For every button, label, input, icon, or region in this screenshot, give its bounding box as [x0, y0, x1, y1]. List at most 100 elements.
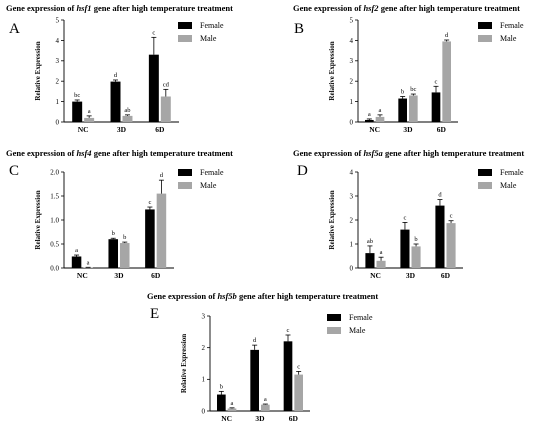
y-tick-label: 4 [350, 168, 354, 176]
bar-male [409, 95, 418, 122]
y-tick-label: 1 [350, 240, 354, 248]
x-category-label: 3D [406, 271, 416, 280]
x-category-label: 6D [151, 271, 161, 280]
significance-letter: bc [410, 86, 416, 93]
y-tick-label: 2.0 [50, 168, 59, 176]
x-category-label: 6D [437, 125, 447, 134]
significance-letter: b [414, 236, 417, 243]
bar-female [431, 92, 441, 122]
panel-title: Gene expression of hsf5a gene after high… [293, 148, 524, 158]
legend-label-male: Male [200, 34, 217, 43]
legend-swatch-male [478, 182, 492, 189]
panel-letter: E [150, 306, 159, 322]
bar-male [156, 193, 167, 268]
y-axis-label: Relative Expression [180, 334, 188, 393]
bar-male [120, 243, 130, 268]
bar-male [446, 223, 456, 268]
bar-female [72, 101, 83, 122]
panel-title: Gene expression of hsf2 gene after high … [293, 3, 520, 13]
y-tick-label: 0 [350, 264, 354, 272]
bar-male [376, 260, 386, 268]
significance-letter: c [297, 363, 300, 370]
y-tick-label: 2 [202, 344, 206, 352]
legend-label-male: Male [200, 181, 217, 190]
panel-d: Gene expression of hsf5a gene after high… [293, 148, 524, 280]
bar-male [160, 96, 171, 122]
significance-letter: c [404, 214, 407, 221]
panel-a: Gene expression of hsf1 gene after high … [6, 3, 233, 134]
x-category-label: 6D [289, 414, 299, 423]
significance-letter: c [148, 199, 151, 206]
y-tick-label: 0.5 [50, 240, 59, 248]
y-tick-label: 4 [56, 37, 60, 45]
bar-female [365, 253, 375, 268]
legend-label-male: Male [500, 181, 517, 190]
y-axis-label: Relative Expression [328, 41, 336, 100]
x-category-label: NC [77, 271, 88, 280]
y-tick-label: 1 [350, 98, 354, 106]
significance-letter: a [379, 107, 382, 114]
bar-male [227, 408, 237, 411]
legend-swatch-female [478, 22, 492, 29]
x-category-label: NC [78, 125, 89, 134]
legend-swatch-female [178, 169, 192, 176]
y-tick-label: 3 [350, 192, 354, 200]
x-category-label: 6D [155, 125, 165, 134]
panel-title: Gene expression of hsf5b gene after high… [147, 291, 378, 301]
bar-male [261, 404, 270, 411]
panel-c: Gene expression of hsf4 gene after high … [6, 148, 233, 280]
legend-label-female: Female [349, 313, 373, 322]
legend-label-female: Female [500, 21, 524, 30]
y-tick-label: 0.0 [50, 264, 59, 272]
significance-letter: a [368, 111, 371, 118]
legend-label-male: Male [500, 34, 517, 43]
bar-female [400, 229, 410, 268]
bar-female [217, 394, 226, 411]
significance-letter: d [438, 192, 442, 199]
legend-swatch-male [178, 35, 192, 42]
panel-letter: A [9, 21, 20, 37]
bar-female [108, 239, 118, 268]
y-tick-label: 1.5 [50, 192, 59, 200]
y-tick-label: 4 [350, 37, 354, 45]
legend-swatch-male [478, 35, 492, 42]
y-axis-label: Relative Expression [34, 41, 42, 100]
y-tick-label: 0 [202, 407, 206, 415]
panel-letter: C [9, 163, 19, 179]
bar-female [283, 341, 293, 411]
significance-letter: a [380, 249, 383, 256]
y-tick-label: 3 [56, 57, 60, 65]
bar-female [71, 256, 82, 268]
legend-swatch-female [478, 169, 492, 176]
significance-letter: ab [124, 107, 130, 114]
significance-letter: cd [163, 81, 170, 88]
panel-e: Gene expression of hsf5b gene after high… [147, 291, 378, 423]
significance-letter: a [88, 108, 91, 115]
x-category-label: 3D [114, 271, 124, 280]
significance-letter: b [123, 234, 126, 241]
x-category-label: 3D [403, 125, 413, 134]
legend-swatch-female [327, 314, 341, 321]
bar-female [110, 81, 121, 122]
y-tick-label: 0 [56, 118, 60, 126]
bar-female [250, 349, 259, 411]
significance-letter: d [160, 172, 164, 179]
y-tick-label: 3 [202, 312, 206, 320]
bar-female [145, 209, 155, 268]
y-axis-label: Relative Expression [34, 190, 42, 249]
significance-letter: bc [74, 92, 80, 99]
y-axis-label: Relative Expression [328, 190, 336, 249]
legend-swatch-male [327, 327, 341, 334]
y-tick-label: 1 [202, 376, 206, 384]
y-tick-label: 1.0 [50, 216, 59, 224]
significance-letter: b [401, 89, 404, 96]
panel-b: Gene expression of hsf2 gene after high … [293, 3, 524, 134]
y-tick-label: 5 [56, 16, 60, 24]
significance-letter: b [220, 383, 223, 390]
legend-label-male: Male [349, 326, 366, 335]
bar-male [84, 117, 95, 122]
x-category-label: NC [369, 125, 380, 134]
bar-female [365, 119, 374, 122]
legend-swatch-male [178, 182, 192, 189]
